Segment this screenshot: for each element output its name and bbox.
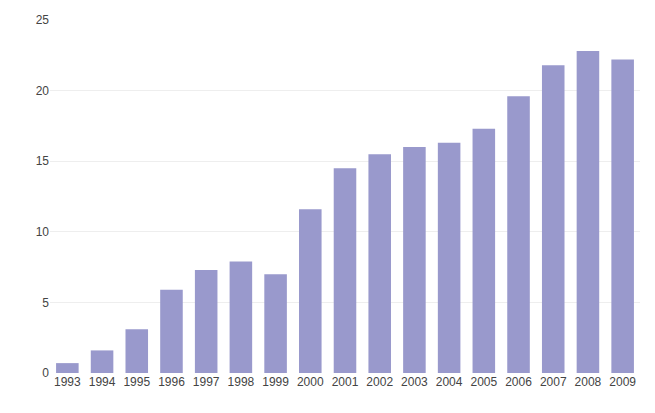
svg-text:2007: 2007 [540,375,567,389]
svg-text:2004: 2004 [436,375,463,389]
svg-text:2000: 2000 [297,375,324,389]
svg-text:2005: 2005 [470,375,497,389]
svg-text:2003: 2003 [401,375,428,389]
svg-text:2008: 2008 [575,375,602,389]
svg-text:1994: 1994 [89,375,116,389]
svg-text:1993: 1993 [54,375,81,389]
svg-text:0: 0 [42,366,49,380]
svg-text:2001: 2001 [332,375,359,389]
svg-text:15: 15 [36,154,50,168]
svg-text:2002: 2002 [366,375,393,389]
svg-text:1998: 1998 [228,375,255,389]
svg-text:1999: 1999 [262,375,289,389]
svg-text:1997: 1997 [193,375,220,389]
svg-text:1995: 1995 [123,375,150,389]
svg-text:2006: 2006 [505,375,532,389]
svg-text:20: 20 [36,84,50,98]
svg-text:25: 25 [36,13,50,27]
svg-text:10: 10 [36,225,50,239]
svg-text:5: 5 [42,296,49,310]
svg-text:1996: 1996 [158,375,185,389]
svg-text:2009: 2009 [609,375,636,389]
